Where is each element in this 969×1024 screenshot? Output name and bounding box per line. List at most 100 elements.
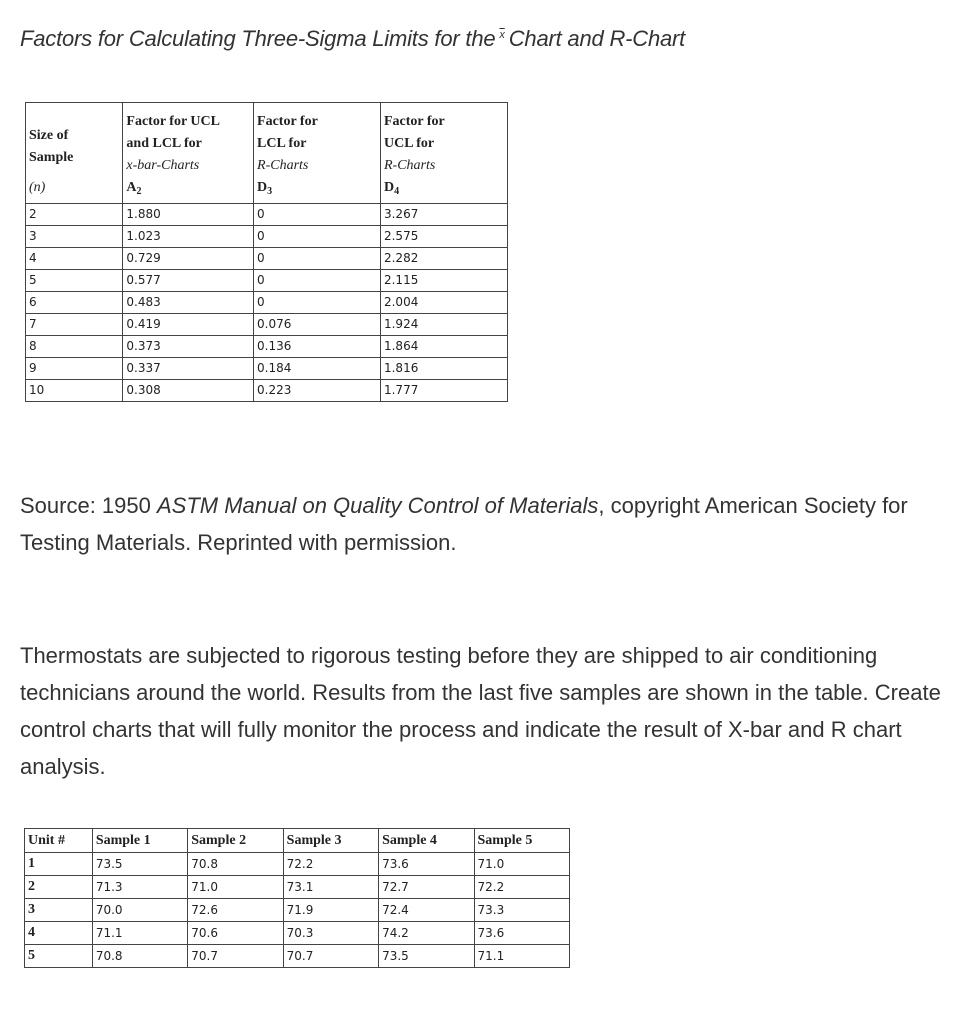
factors-cell: 0 xyxy=(253,291,381,314)
sample-value-cell: 71.9 xyxy=(282,898,380,922)
factors-cell: 0 xyxy=(253,247,381,270)
factors-row: 8 0.373 0.136 1.864 xyxy=(24,335,509,358)
factors-row: 3 1.023 0 2.575 xyxy=(24,225,509,248)
samples-row: 4 71.1 70.6 70.3 74.2 73.6 xyxy=(24,921,570,945)
samples-header-cell: Sample 4 xyxy=(378,828,475,853)
source-citation: Source: 1950 ASTM Manual on Quality Cont… xyxy=(20,487,950,561)
title-text-end: Chart and R-Chart xyxy=(508,26,686,51)
unit-number-cell: 2 xyxy=(24,875,93,899)
samples-header-cell: Sample 5 xyxy=(473,828,570,853)
factors-cell: 0.223 xyxy=(253,379,381,402)
sample-value-cell: 71.1 xyxy=(473,944,570,968)
factors-cell: 2.282 xyxy=(379,247,509,270)
unit-number-cell: 4 xyxy=(24,921,93,945)
samples-header-cell: Sample 3 xyxy=(282,828,380,853)
samples-row: 5 70.8 70.7 70.7 73.5 71.1 xyxy=(24,944,570,968)
factors-cell: 0.373 xyxy=(122,335,255,358)
factors-row: 10 0.308 0.223 1.777 xyxy=(24,379,509,402)
factors-cell: 1.924 xyxy=(379,313,509,336)
header-line: A2 xyxy=(126,180,142,197)
sample-value-cell: 71.3 xyxy=(91,875,189,899)
sample-value-cell: 73.6 xyxy=(378,852,475,876)
factors-cell: 8 xyxy=(24,335,124,358)
header-line: Factor for xyxy=(257,114,318,129)
factors-cell: 0.076 xyxy=(253,313,381,336)
factors-cell: 2.115 xyxy=(379,269,509,292)
sample-value-cell: 72.6 xyxy=(187,898,284,922)
sample-value-cell: 71.0 xyxy=(473,852,570,876)
source-suffix: , copyright American Society for Testing… xyxy=(20,493,908,555)
sample-value-cell: 72.2 xyxy=(473,875,570,899)
factors-cell: 4 xyxy=(24,247,124,270)
header-line: UCL for xyxy=(383,136,435,151)
factors-cell: 7 xyxy=(24,313,124,336)
factors-cell: 6 xyxy=(24,291,124,314)
sample-value-cell: 70.7 xyxy=(187,944,284,968)
unit-number-cell: 3 xyxy=(24,898,93,922)
factors-cell: 1.816 xyxy=(379,357,509,380)
samples-table: Unit # Sample 1 Sample 2 Sample 3 Sample 4 Sa… xyxy=(24,828,570,968)
factors-cell: 10 xyxy=(24,379,124,402)
sample-value-cell: 73.6 xyxy=(473,921,570,945)
sample-value-cell: 73.5 xyxy=(91,852,189,876)
source-title: ASTM Manual on Quality Control of Materi… xyxy=(156,493,599,518)
samples-row: 1 73.5 70.8 72.2 73.6 71.0 xyxy=(24,852,570,876)
header-line: Size of xyxy=(29,128,69,143)
sample-value-cell: 72.7 xyxy=(378,875,475,899)
sample-value-cell: 70.0 xyxy=(91,898,189,922)
factors-row: 7 0.419 0.076 1.924 xyxy=(24,313,509,336)
sample-value-cell: 70.8 xyxy=(91,944,189,968)
factors-cell: 0.419 xyxy=(122,313,255,336)
factors-cell: 1.880 xyxy=(122,203,255,226)
factors-cell: 0 xyxy=(253,203,381,226)
unit-number-cell: 1 xyxy=(24,852,93,876)
factors-cell: 0.729 xyxy=(122,247,255,270)
factors-cell: 1.777 xyxy=(379,379,509,402)
page-title: Factors for Calculating Three-Sigma Limi… xyxy=(20,26,685,52)
samples-header-cell: Sample 1 xyxy=(91,828,189,853)
factors-row: 2 1.880 0 3.267 xyxy=(24,203,509,226)
sample-value-cell: 72.2 xyxy=(282,852,380,876)
factors-cell: 0.308 xyxy=(122,379,255,402)
sample-value-cell: 72.4 xyxy=(378,898,475,922)
sample-value-cell: 70.8 xyxy=(187,852,284,876)
source-prefix: Source: 1950 xyxy=(20,493,157,518)
sample-value-cell: 70.7 xyxy=(282,944,380,968)
sample-value-cell: 74.2 xyxy=(378,921,475,945)
sample-value-cell: 73.1 xyxy=(282,875,380,899)
header-line: and LCL for xyxy=(126,136,202,151)
factors-header-cell: Size of Sample (n) xyxy=(24,102,124,204)
header-line: D4 xyxy=(383,180,400,197)
factors-cell: 1.864 xyxy=(379,335,509,358)
factors-cell: 5 xyxy=(24,269,124,292)
sample-value-cell: 70.6 xyxy=(187,921,284,945)
title-text: Factors for Calculating Three-Sigma Limi… xyxy=(20,26,496,51)
header-line: Factor for UCL xyxy=(126,114,220,129)
factors-table: Size of Sample (n) Factor for UCL and LCL fo… xyxy=(24,102,509,402)
header-line: R-Charts xyxy=(383,158,436,173)
header-line: Factor for xyxy=(383,114,445,129)
header-line: LCL for xyxy=(257,136,307,151)
header-line: D3 xyxy=(257,180,273,197)
header-line: Sample xyxy=(29,150,74,165)
problem-text: Thermostats are subjected to rigorous te… xyxy=(20,643,941,779)
factors-cell: 0 xyxy=(253,269,381,292)
factors-cell: 0.136 xyxy=(253,335,381,358)
samples-row: 2 71.3 71.0 73.1 72.7 72.2 xyxy=(24,875,570,899)
sample-value-cell: 70.3 xyxy=(282,921,380,945)
factors-row: 9 0.337 0.184 1.816 xyxy=(24,357,509,380)
factors-cell: 9 xyxy=(24,357,124,380)
factors-cell: 2.575 xyxy=(379,225,509,248)
factors-cell: 2 xyxy=(24,203,124,226)
factors-row: 5 0.577 0 2.115 xyxy=(24,269,509,292)
sample-value-cell: 71.0 xyxy=(187,875,284,899)
factors-header-cell: Factor for UCL and LCL for x-bar-Charts A2 xyxy=(122,102,255,204)
factors-cell: 3.267 xyxy=(379,203,509,226)
sample-value-cell: 73.3 xyxy=(473,898,570,922)
samples-header-cell: Unit # xyxy=(24,828,93,853)
factors-header-cell: Factor for LCL for R-Charts D3 xyxy=(253,102,381,204)
factors-cell: 3 xyxy=(24,225,124,248)
factors-row: 4 0.729 0 2.282 xyxy=(24,247,509,270)
factors-cell: 1.023 xyxy=(122,225,255,248)
x-bar-symbol: x xyxy=(499,28,505,41)
